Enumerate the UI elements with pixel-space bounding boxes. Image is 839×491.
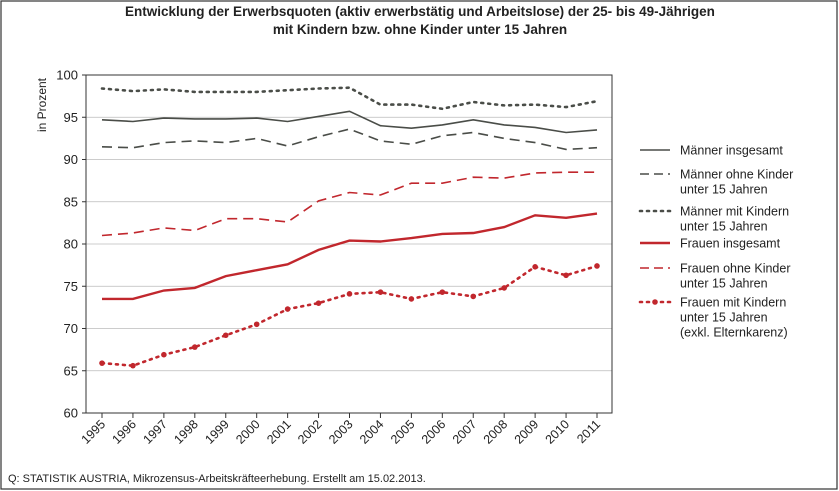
x-tick-label: 1996 xyxy=(109,417,139,447)
point xyxy=(315,300,322,306)
series-line xyxy=(100,86,599,111)
point xyxy=(161,351,167,358)
series-line xyxy=(102,212,598,301)
legend-label: Männer mit Kindern unter 15 Jahren xyxy=(680,205,789,234)
x-tick-label: 2005 xyxy=(388,417,418,447)
x-tick-label: 2004 xyxy=(357,417,387,447)
x-tick-label: 2010 xyxy=(543,417,573,447)
point xyxy=(439,289,446,295)
x-tick-label: 2007 xyxy=(450,417,480,447)
x-tick-label: 1999 xyxy=(202,417,232,447)
legend-label: Frauen mit Kindern unter 15 Jahren (exkl. … xyxy=(680,296,788,340)
series-line xyxy=(101,171,597,237)
legend-marker xyxy=(652,299,658,305)
legend-label: Männer ohne Kinder unter 15 Jahren xyxy=(680,168,793,197)
y-tick-label: 90 xyxy=(64,152,78,167)
point xyxy=(222,332,229,339)
y-tick-label: 80 xyxy=(64,237,78,252)
point xyxy=(594,263,600,269)
y-tick-label: 65 xyxy=(64,363,78,378)
point xyxy=(192,344,198,350)
series-line xyxy=(101,128,598,151)
x-tick-label: 1998 xyxy=(171,417,201,447)
chart-title: Entwicklung der Erwerbsquoten (aktiv erw… xyxy=(125,4,715,37)
x-tick-label: 2006 xyxy=(419,417,449,447)
x-tick-label: 2009 xyxy=(512,417,542,447)
point xyxy=(532,264,538,270)
point xyxy=(346,291,353,297)
x-tick-label: 2011 xyxy=(574,417,603,446)
y-tick-label: 70 xyxy=(64,321,78,336)
legend-label: Frauen ohne Kinder unter 15 Jahren xyxy=(680,262,791,291)
x-tick-label: 1997 xyxy=(140,417,170,447)
point xyxy=(408,296,415,302)
point xyxy=(470,293,477,300)
source-note: Q: STATISTIK AUSTRIA, Mikrozensus-Arbeit… xyxy=(8,473,426,485)
y-tick-label: 95 xyxy=(64,110,78,125)
point xyxy=(563,272,569,279)
y-tick-label: 100 xyxy=(56,68,78,83)
y-tick-label: 75 xyxy=(64,279,78,294)
series-line xyxy=(101,110,598,134)
point xyxy=(284,306,291,312)
x-tick-label: 2008 xyxy=(481,417,511,447)
point xyxy=(501,285,507,291)
x-tick-label: 2002 xyxy=(295,417,325,447)
x-tick-label: 2003 xyxy=(326,417,356,447)
y-tick-label: 85 xyxy=(64,194,78,209)
x-tick-label: 1995 xyxy=(79,417,109,447)
y-tick-label: 60 xyxy=(64,406,78,421)
point xyxy=(130,362,136,369)
legend-label: Männer insgesamt xyxy=(680,144,783,158)
series-line xyxy=(100,264,599,368)
x-tick-label: 2000 xyxy=(233,417,263,447)
x-tick-label: 2001 xyxy=(264,417,294,447)
point xyxy=(253,321,260,328)
point xyxy=(377,289,384,295)
point xyxy=(99,360,105,366)
y-axis-label: in Prozent xyxy=(35,77,49,132)
legend-label: Frauen insgesamt xyxy=(680,237,781,251)
